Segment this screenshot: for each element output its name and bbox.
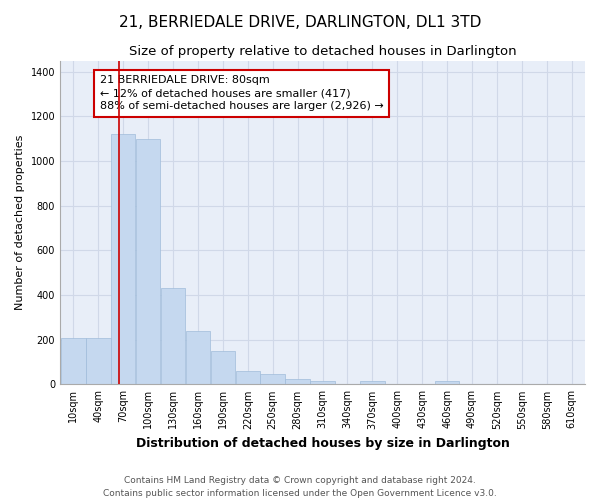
X-axis label: Distribution of detached houses by size in Darlington: Distribution of detached houses by size … [136, 437, 509, 450]
Text: 21, BERRIEDALE DRIVE, DARLINGTON, DL1 3TD: 21, BERRIEDALE DRIVE, DARLINGTON, DL1 3T… [119, 15, 481, 30]
Y-axis label: Number of detached properties: Number of detached properties [15, 135, 25, 310]
Bar [136, 138, 160, 384]
Bar [86, 338, 110, 384]
Text: 21 BERRIEDALE DRIVE: 80sqm
← 12% of detached houses are smaller (417)
88% of sem: 21 BERRIEDALE DRIVE: 80sqm ← 12% of deta… [100, 75, 383, 112]
Bar [161, 288, 185, 384]
Bar [310, 381, 335, 384]
Bar [236, 371, 260, 384]
Bar [286, 379, 310, 384]
Bar [260, 374, 285, 384]
Bar [435, 381, 460, 384]
Bar [360, 381, 385, 384]
Title: Size of property relative to detached houses in Darlington: Size of property relative to detached ho… [129, 45, 517, 58]
Bar [61, 338, 86, 384]
Bar [211, 352, 235, 384]
Bar [111, 134, 136, 384]
Text: Contains HM Land Registry data © Crown copyright and database right 2024.
Contai: Contains HM Land Registry data © Crown c… [103, 476, 497, 498]
Bar [185, 331, 210, 384]
